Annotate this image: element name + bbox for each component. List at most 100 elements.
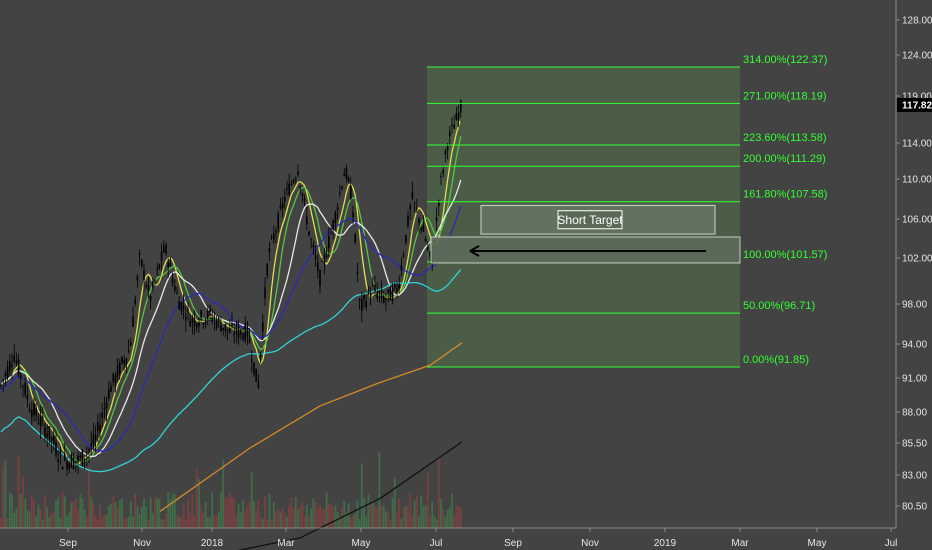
candle-body xyxy=(39,416,42,427)
candle-body xyxy=(2,380,4,382)
price-axis[interactable]: 128.00 124.00 119.00 114.00 110.00 106.00 102.… xyxy=(896,16,932,513)
volume-bar xyxy=(103,514,106,528)
volume-bar xyxy=(420,495,423,528)
candle-body xyxy=(455,113,458,120)
volume-bar xyxy=(0,518,2,528)
time-axis[interactable]: Sep Nov 2018 Mar May Jul Sep Nov 2019 Mar May Jul xyxy=(59,528,897,549)
volume-bar xyxy=(354,513,357,528)
volume-bar xyxy=(391,497,394,528)
volume-bar xyxy=(37,504,40,528)
volume-bar xyxy=(184,519,187,528)
volume-bar xyxy=(154,498,156,528)
volume-bar xyxy=(323,508,326,528)
volume-bar xyxy=(162,518,165,528)
volume-bar xyxy=(4,460,7,528)
candle-body xyxy=(182,304,185,309)
volume-bar xyxy=(123,517,126,528)
candle-body xyxy=(334,212,337,224)
volume-bar xyxy=(105,514,108,528)
price-tick-label: 119.00 xyxy=(902,92,932,103)
volume-bar xyxy=(448,506,451,528)
volume-bar xyxy=(413,500,416,528)
candle-body xyxy=(174,285,176,291)
price-tick-label: 83.00 xyxy=(902,471,927,482)
ma-white-line xyxy=(0,179,462,458)
candle-body xyxy=(145,285,147,287)
volume-bar xyxy=(409,493,412,528)
volume-bar xyxy=(143,498,145,528)
candle-body xyxy=(4,373,7,377)
candle-body xyxy=(77,455,79,462)
ma-black-line xyxy=(237,441,463,550)
candle-body xyxy=(372,284,374,286)
volume-bar xyxy=(90,496,93,528)
price-tick-label: 110.00 xyxy=(902,175,932,186)
volume-bar xyxy=(85,516,88,528)
candle-body xyxy=(169,263,172,267)
candle-body xyxy=(134,299,136,304)
volume-bar xyxy=(248,501,251,528)
candle-body xyxy=(257,381,260,388)
candle-body xyxy=(171,277,174,284)
candle-body xyxy=(88,448,90,451)
volume-bar xyxy=(114,501,117,528)
candle-body xyxy=(114,374,117,384)
volume-bar xyxy=(459,507,462,528)
candle-body xyxy=(189,321,191,327)
volume-bar xyxy=(316,508,319,528)
volume-bar xyxy=(301,502,304,528)
candle-body xyxy=(275,230,277,233)
candle-body xyxy=(343,174,345,177)
volume-bar xyxy=(365,516,368,528)
volume-bar xyxy=(343,500,346,528)
volume-bar xyxy=(453,515,456,528)
candle-body xyxy=(365,301,367,308)
volume-bar xyxy=(345,512,348,528)
candle-body xyxy=(57,459,59,463)
candle-body xyxy=(108,389,110,399)
candle-body xyxy=(53,436,55,445)
candle-body xyxy=(361,299,363,311)
candle-body xyxy=(369,294,372,298)
candle-body xyxy=(213,316,216,321)
short-target-annotation[interactable]: Short Target xyxy=(430,204,741,264)
price-tick-label: 94.00 xyxy=(902,340,927,351)
candle-body xyxy=(409,205,411,210)
candle-body xyxy=(449,131,451,137)
volume-bar xyxy=(107,505,110,528)
fibonacci-levels: 314.00%(122.37) 271.00%(118.19) 223.60%(11… xyxy=(427,54,827,368)
volume-bar xyxy=(189,512,192,528)
price-tick-label: 124.00 xyxy=(902,51,932,62)
candle-body xyxy=(253,362,255,375)
volume-bar xyxy=(297,509,299,528)
candle-body xyxy=(251,359,253,362)
time-tick-label: Nov xyxy=(581,538,599,549)
candle-body xyxy=(97,422,99,431)
arrow-head xyxy=(469,245,480,257)
candle-body xyxy=(86,453,88,455)
last-price-label: 117.82 xyxy=(902,101,932,112)
candle-body xyxy=(264,287,266,299)
volume-bar xyxy=(46,506,49,528)
candle-body xyxy=(103,407,106,410)
candle-body xyxy=(136,276,139,281)
candle-body xyxy=(413,202,416,204)
volume-bar xyxy=(50,513,53,528)
candle-body xyxy=(336,207,339,211)
candle-body xyxy=(64,453,66,460)
candle-body xyxy=(323,255,326,264)
price-tick-label: 106.00 xyxy=(902,215,932,226)
volume-bar xyxy=(165,513,167,528)
candle-body xyxy=(200,310,202,318)
time-tick-label: Mar xyxy=(277,538,295,549)
volume-bar xyxy=(160,519,163,528)
candle-body xyxy=(220,325,222,332)
volume-bar xyxy=(68,512,71,528)
price-tick-label: 80.50 xyxy=(902,502,927,513)
candle-body xyxy=(389,286,392,301)
volume-bar xyxy=(176,514,178,528)
volume-bar xyxy=(209,517,211,528)
volume-bar xyxy=(310,508,313,528)
volume-bar xyxy=(55,500,57,528)
candle-body xyxy=(422,225,425,232)
